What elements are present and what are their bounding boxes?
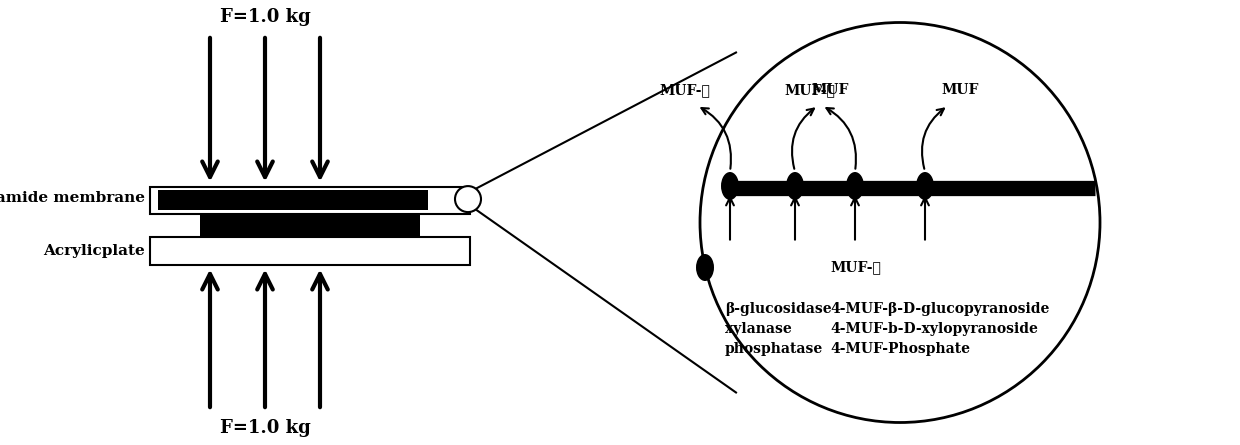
Text: MUF-★: MUF-★ (785, 84, 836, 97)
Text: F=1.0 kg: F=1.0 kg (219, 8, 310, 26)
Text: 4-MUF-β-D-glucopyranoside
4-MUF-b-D-xylopyranoside
4-MUF-Phosphate: 4-MUF-β-D-glucopyranoside 4-MUF-b-D-xylo… (830, 303, 1049, 356)
Text: MUF-★: MUF-★ (830, 260, 880, 275)
Text: F=1.0 kg: F=1.0 kg (219, 419, 310, 437)
Ellipse shape (696, 254, 714, 281)
Bar (150, 236, 470, 264)
Bar (200, 214, 420, 236)
Ellipse shape (846, 172, 864, 200)
Bar (157, 190, 428, 210)
Ellipse shape (916, 172, 934, 200)
Text: β-glucosidase
xylanase
phosphatase: β-glucosidase xylanase phosphatase (725, 303, 832, 356)
Ellipse shape (720, 172, 739, 200)
Text: MUF-★: MUF-★ (660, 84, 711, 97)
Ellipse shape (786, 172, 804, 200)
Text: MUF: MUF (811, 84, 848, 97)
Circle shape (701, 23, 1100, 422)
Text: MUF: MUF (941, 84, 978, 97)
Text: Acrylicplate: Acrylicplate (43, 243, 145, 258)
Bar (150, 186, 470, 214)
Circle shape (455, 186, 481, 212)
Text: Polyamide membrane: Polyamide membrane (0, 191, 145, 205)
